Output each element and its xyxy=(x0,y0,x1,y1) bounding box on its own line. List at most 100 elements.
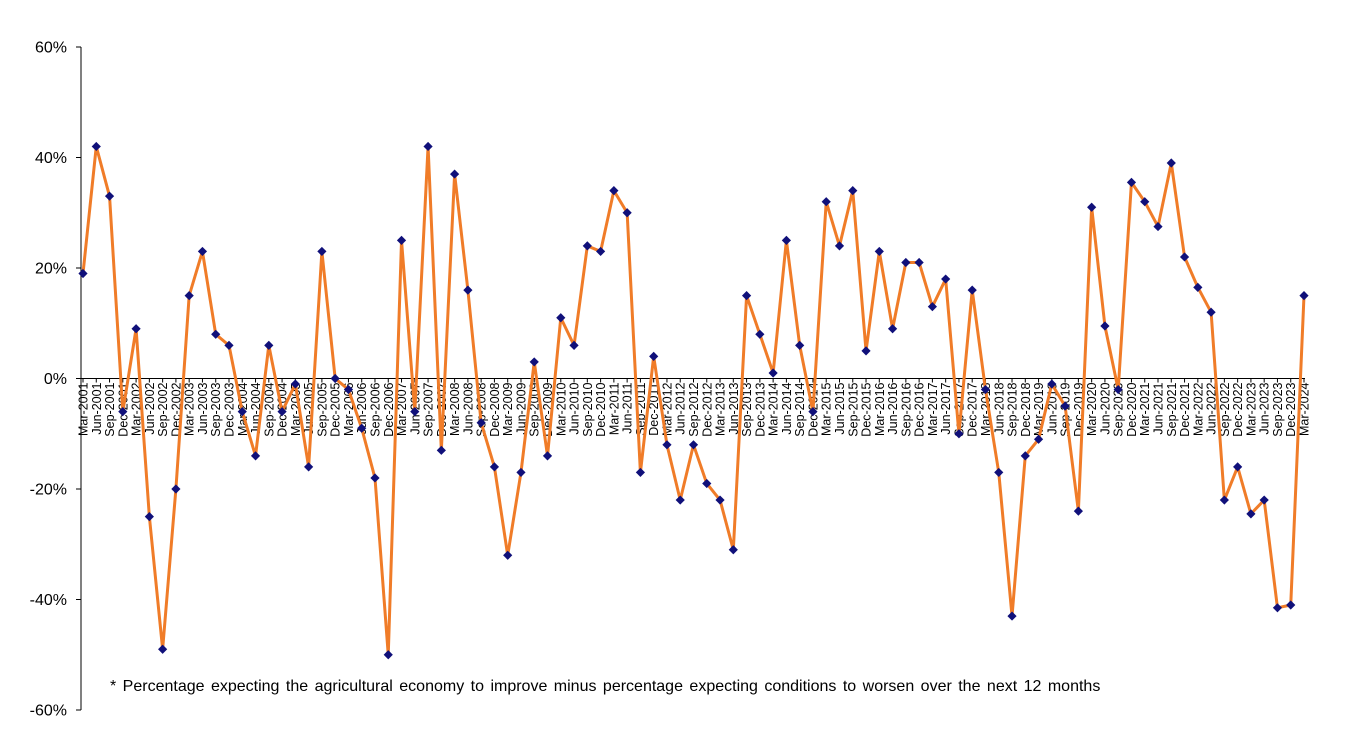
data-point xyxy=(423,141,433,152)
x-tick-label: Mar-2010 xyxy=(554,382,568,436)
data-point xyxy=(357,423,367,433)
data-point xyxy=(1126,177,1137,187)
x-tick-label: Jun-2002 xyxy=(143,382,157,434)
y-tick-label: 40% xyxy=(35,150,67,167)
data-point xyxy=(1179,252,1190,262)
data-point xyxy=(383,650,393,660)
x-tick-label: Jun-2012 xyxy=(674,382,688,434)
data-point xyxy=(330,373,340,384)
data-point xyxy=(1007,611,1017,621)
x-tick-label: Jun-2008 xyxy=(461,382,475,434)
data-point xyxy=(503,550,513,560)
data-point xyxy=(1033,434,1044,444)
data-point xyxy=(171,484,181,494)
x-tick-label: Sep-2023 xyxy=(1271,382,1285,436)
data-point xyxy=(184,291,194,301)
x-tick-label: Sep-2007 xyxy=(422,382,436,436)
data-point xyxy=(290,379,300,389)
y-tick-label: -20% xyxy=(30,482,67,499)
x-tick-label: Sep-2010 xyxy=(581,382,595,436)
data-point xyxy=(1153,221,1163,232)
data-point xyxy=(237,407,247,417)
x-tick-label: Dec-2005 xyxy=(329,382,343,436)
x-tick-label: Mar-2001 xyxy=(77,382,91,436)
data-point xyxy=(954,429,964,439)
data-point xyxy=(808,407,818,417)
data-point xyxy=(755,329,765,339)
data-point xyxy=(914,257,924,268)
x-tick-label: Sep-2001 xyxy=(103,382,117,436)
data-point xyxy=(1047,379,1057,389)
data-point xyxy=(250,451,261,461)
x-tick-label: Sep-2015 xyxy=(846,382,860,436)
x-tick-label: Dec-2015 xyxy=(860,382,874,436)
data-point xyxy=(941,274,951,284)
x-tick-label: Jun-2009 xyxy=(514,382,528,434)
data-point xyxy=(78,268,88,279)
x-tick-label: Mar-2019 xyxy=(1032,382,1046,436)
x-tick-label: Jun-2014 xyxy=(780,382,794,434)
x-tick-label: Dec-2021 xyxy=(1178,382,1192,436)
x-tick-label: Sep-2004 xyxy=(262,382,276,436)
x-tick-label: Jun-2003 xyxy=(196,382,210,434)
x-tick-label: Sep-2014 xyxy=(793,382,807,436)
x-tick-label: Mar-2005 xyxy=(289,382,303,436)
data-point xyxy=(131,324,141,334)
x-tick-label: Jun-2022 xyxy=(1205,382,1219,434)
footnote: * Percentage expecting the agricultural … xyxy=(110,678,1101,695)
data-point xyxy=(396,235,407,245)
data-point xyxy=(569,340,579,350)
x-tick-label: Jun-2016 xyxy=(886,382,900,434)
data-point xyxy=(556,313,566,323)
x-tick-label: Mar-2007 xyxy=(395,382,409,436)
data-point xyxy=(1193,282,1203,292)
data-point xyxy=(542,451,553,461)
x-tick-label: Dec-2018 xyxy=(1019,382,1033,436)
data-point xyxy=(1206,307,1216,317)
x-tick-label: Mar-2022 xyxy=(1191,382,1205,436)
data-point xyxy=(1286,600,1296,610)
data-point xyxy=(1246,509,1256,519)
x-tick-label: Sep-2003 xyxy=(209,382,223,436)
data-point xyxy=(91,141,101,152)
x-tick-label: Sep-2018 xyxy=(1006,382,1020,436)
x-tick-label: Mar-2015 xyxy=(820,382,834,436)
x-tick-label: Sep-2012 xyxy=(687,382,701,436)
data-point xyxy=(104,191,115,201)
x-tick-label: Sep-2020 xyxy=(1112,382,1126,436)
data-point xyxy=(118,407,128,417)
data-point xyxy=(343,384,354,395)
data-point xyxy=(1073,506,1083,516)
x-tick-label: Jun-2010 xyxy=(568,382,582,434)
y-tick-label: 20% xyxy=(35,261,67,278)
data-point xyxy=(304,462,314,472)
data-point xyxy=(370,473,380,483)
data-point xyxy=(994,467,1004,478)
x-tick-label: Sep-2006 xyxy=(368,382,382,436)
x-tick-label: Mar-2021 xyxy=(1138,382,1152,436)
x-tick-label: Mar-2023 xyxy=(1244,382,1258,436)
data-point xyxy=(1233,462,1243,472)
data-point xyxy=(1259,495,1269,505)
data-point xyxy=(609,186,619,196)
y-tick-label: -60% xyxy=(30,703,67,720)
data-point xyxy=(1166,158,1176,168)
data-point xyxy=(211,329,221,339)
x-tick-label: Dec-2012 xyxy=(700,382,714,436)
data-point xyxy=(1299,291,1309,301)
data-point xyxy=(277,407,287,417)
x-tick-label: Jun-2018 xyxy=(992,382,1006,434)
x-tick-label: Mar-2017 xyxy=(926,382,940,436)
y-tick-label: 60% xyxy=(35,40,67,57)
data-point xyxy=(1060,401,1070,411)
data-point xyxy=(741,291,752,301)
data-point xyxy=(582,241,592,251)
x-tick-label: Dec-2008 xyxy=(488,382,502,436)
data-point xyxy=(927,302,937,312)
data-point xyxy=(144,512,154,522)
x-tick-label: Sep-2002 xyxy=(156,382,170,436)
data-point xyxy=(887,324,898,334)
x-tick-label: Mar-2003 xyxy=(183,382,197,436)
x-tick-label: Sep-2005 xyxy=(315,382,329,436)
